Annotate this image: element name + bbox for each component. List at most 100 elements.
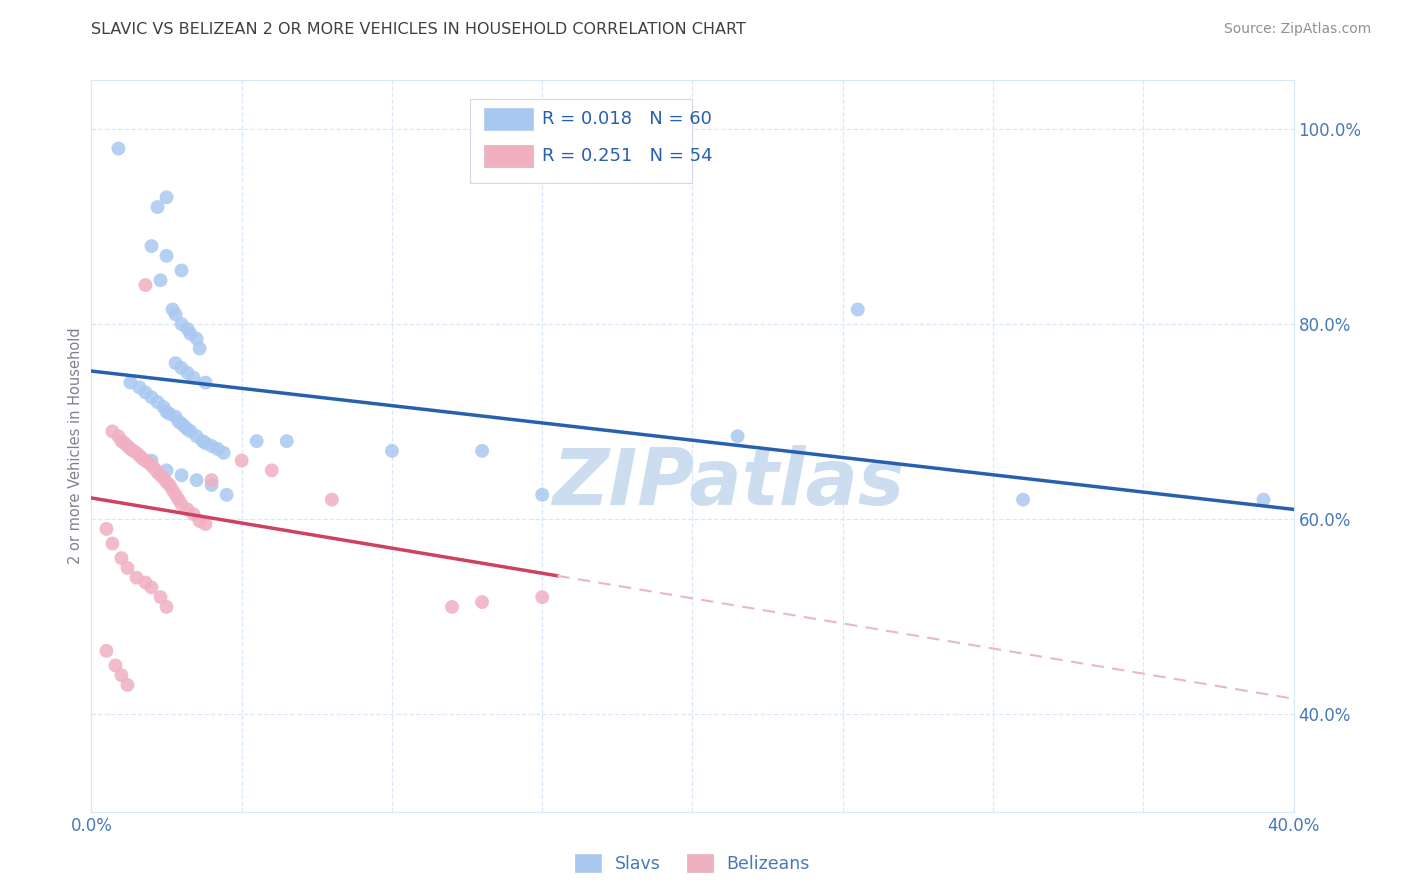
Point [167, 415, 190, 429]
Point [125, 446, 148, 460]
Point [176, 422, 198, 436]
Point [134, 278, 156, 293]
Point [471, 443, 494, 458]
Point [173, 419, 195, 434]
Point [846, 302, 869, 317]
Point [155, 599, 177, 614]
Point [107, 142, 129, 156]
Point [141, 458, 163, 473]
Point [194, 516, 217, 531]
Y-axis label: 2 or more Vehicles in Household: 2 or more Vehicles in Household [67, 327, 83, 565]
Point [120, 376, 142, 390]
Point [134, 453, 156, 467]
Point [201, 439, 224, 453]
Point [531, 488, 554, 502]
Point [194, 436, 217, 450]
Point [149, 468, 172, 483]
Point [138, 456, 160, 470]
Point [201, 478, 224, 492]
Bar [485, 145, 533, 167]
Point [155, 463, 177, 477]
Point [276, 434, 298, 449]
Point [110, 551, 132, 566]
Point [183, 370, 205, 384]
Point [162, 483, 184, 497]
Point [531, 590, 554, 604]
Point [180, 425, 202, 439]
Point [201, 473, 224, 487]
Point [321, 492, 343, 507]
Point [440, 599, 463, 614]
Point [170, 498, 193, 512]
Point [215, 488, 238, 502]
Point [260, 463, 283, 477]
Point [155, 249, 177, 263]
Point [110, 668, 132, 682]
Point [170, 361, 193, 376]
Point [186, 473, 208, 487]
Point [188, 342, 211, 356]
Point [96, 522, 118, 536]
Point [180, 326, 202, 341]
Text: R = 0.251   N = 54: R = 0.251 N = 54 [543, 146, 713, 165]
Point [128, 380, 150, 394]
Point [101, 536, 124, 550]
Point [194, 376, 217, 390]
Point [159, 407, 181, 421]
Point [176, 322, 198, 336]
Point [155, 405, 177, 419]
Point [727, 429, 749, 443]
Point [165, 409, 187, 424]
Point [170, 468, 193, 483]
Point [162, 302, 184, 317]
Point [170, 263, 193, 277]
Point [110, 434, 132, 449]
Point [176, 366, 198, 380]
Point [114, 436, 136, 450]
Point [165, 488, 187, 502]
Point [149, 273, 172, 287]
Point [155, 190, 177, 204]
Point [128, 449, 150, 463]
Point [170, 417, 193, 431]
Point [125, 571, 148, 585]
Point [146, 200, 169, 214]
Point [159, 478, 181, 492]
FancyBboxPatch shape [470, 99, 692, 183]
Point [146, 395, 169, 409]
Text: R = 0.018   N = 60: R = 0.018 N = 60 [543, 110, 711, 128]
Point [122, 443, 145, 458]
Point [1012, 492, 1035, 507]
Point [146, 466, 169, 480]
Point [155, 475, 177, 489]
Point [176, 502, 198, 516]
Point [141, 390, 163, 404]
Point [207, 442, 229, 456]
Point [117, 561, 139, 575]
Point [107, 429, 129, 443]
Point [141, 581, 163, 595]
Point [186, 429, 208, 443]
Point [134, 385, 156, 400]
Bar [485, 108, 533, 130]
Point [471, 595, 494, 609]
Point [246, 434, 269, 449]
Point [101, 425, 124, 439]
Point [117, 439, 139, 453]
Point [381, 443, 404, 458]
Point [186, 332, 208, 346]
Point [120, 442, 142, 456]
Point [131, 451, 153, 466]
Point [152, 400, 174, 414]
Text: Source: ZipAtlas.com: Source: ZipAtlas.com [1223, 22, 1371, 37]
Point [117, 678, 139, 692]
Point [141, 239, 163, 253]
Point [170, 317, 193, 331]
Point [231, 453, 253, 467]
Point [165, 307, 187, 321]
Point [165, 356, 187, 370]
Point [149, 590, 172, 604]
Point [152, 471, 174, 485]
Point [191, 434, 214, 449]
Point [212, 446, 235, 460]
